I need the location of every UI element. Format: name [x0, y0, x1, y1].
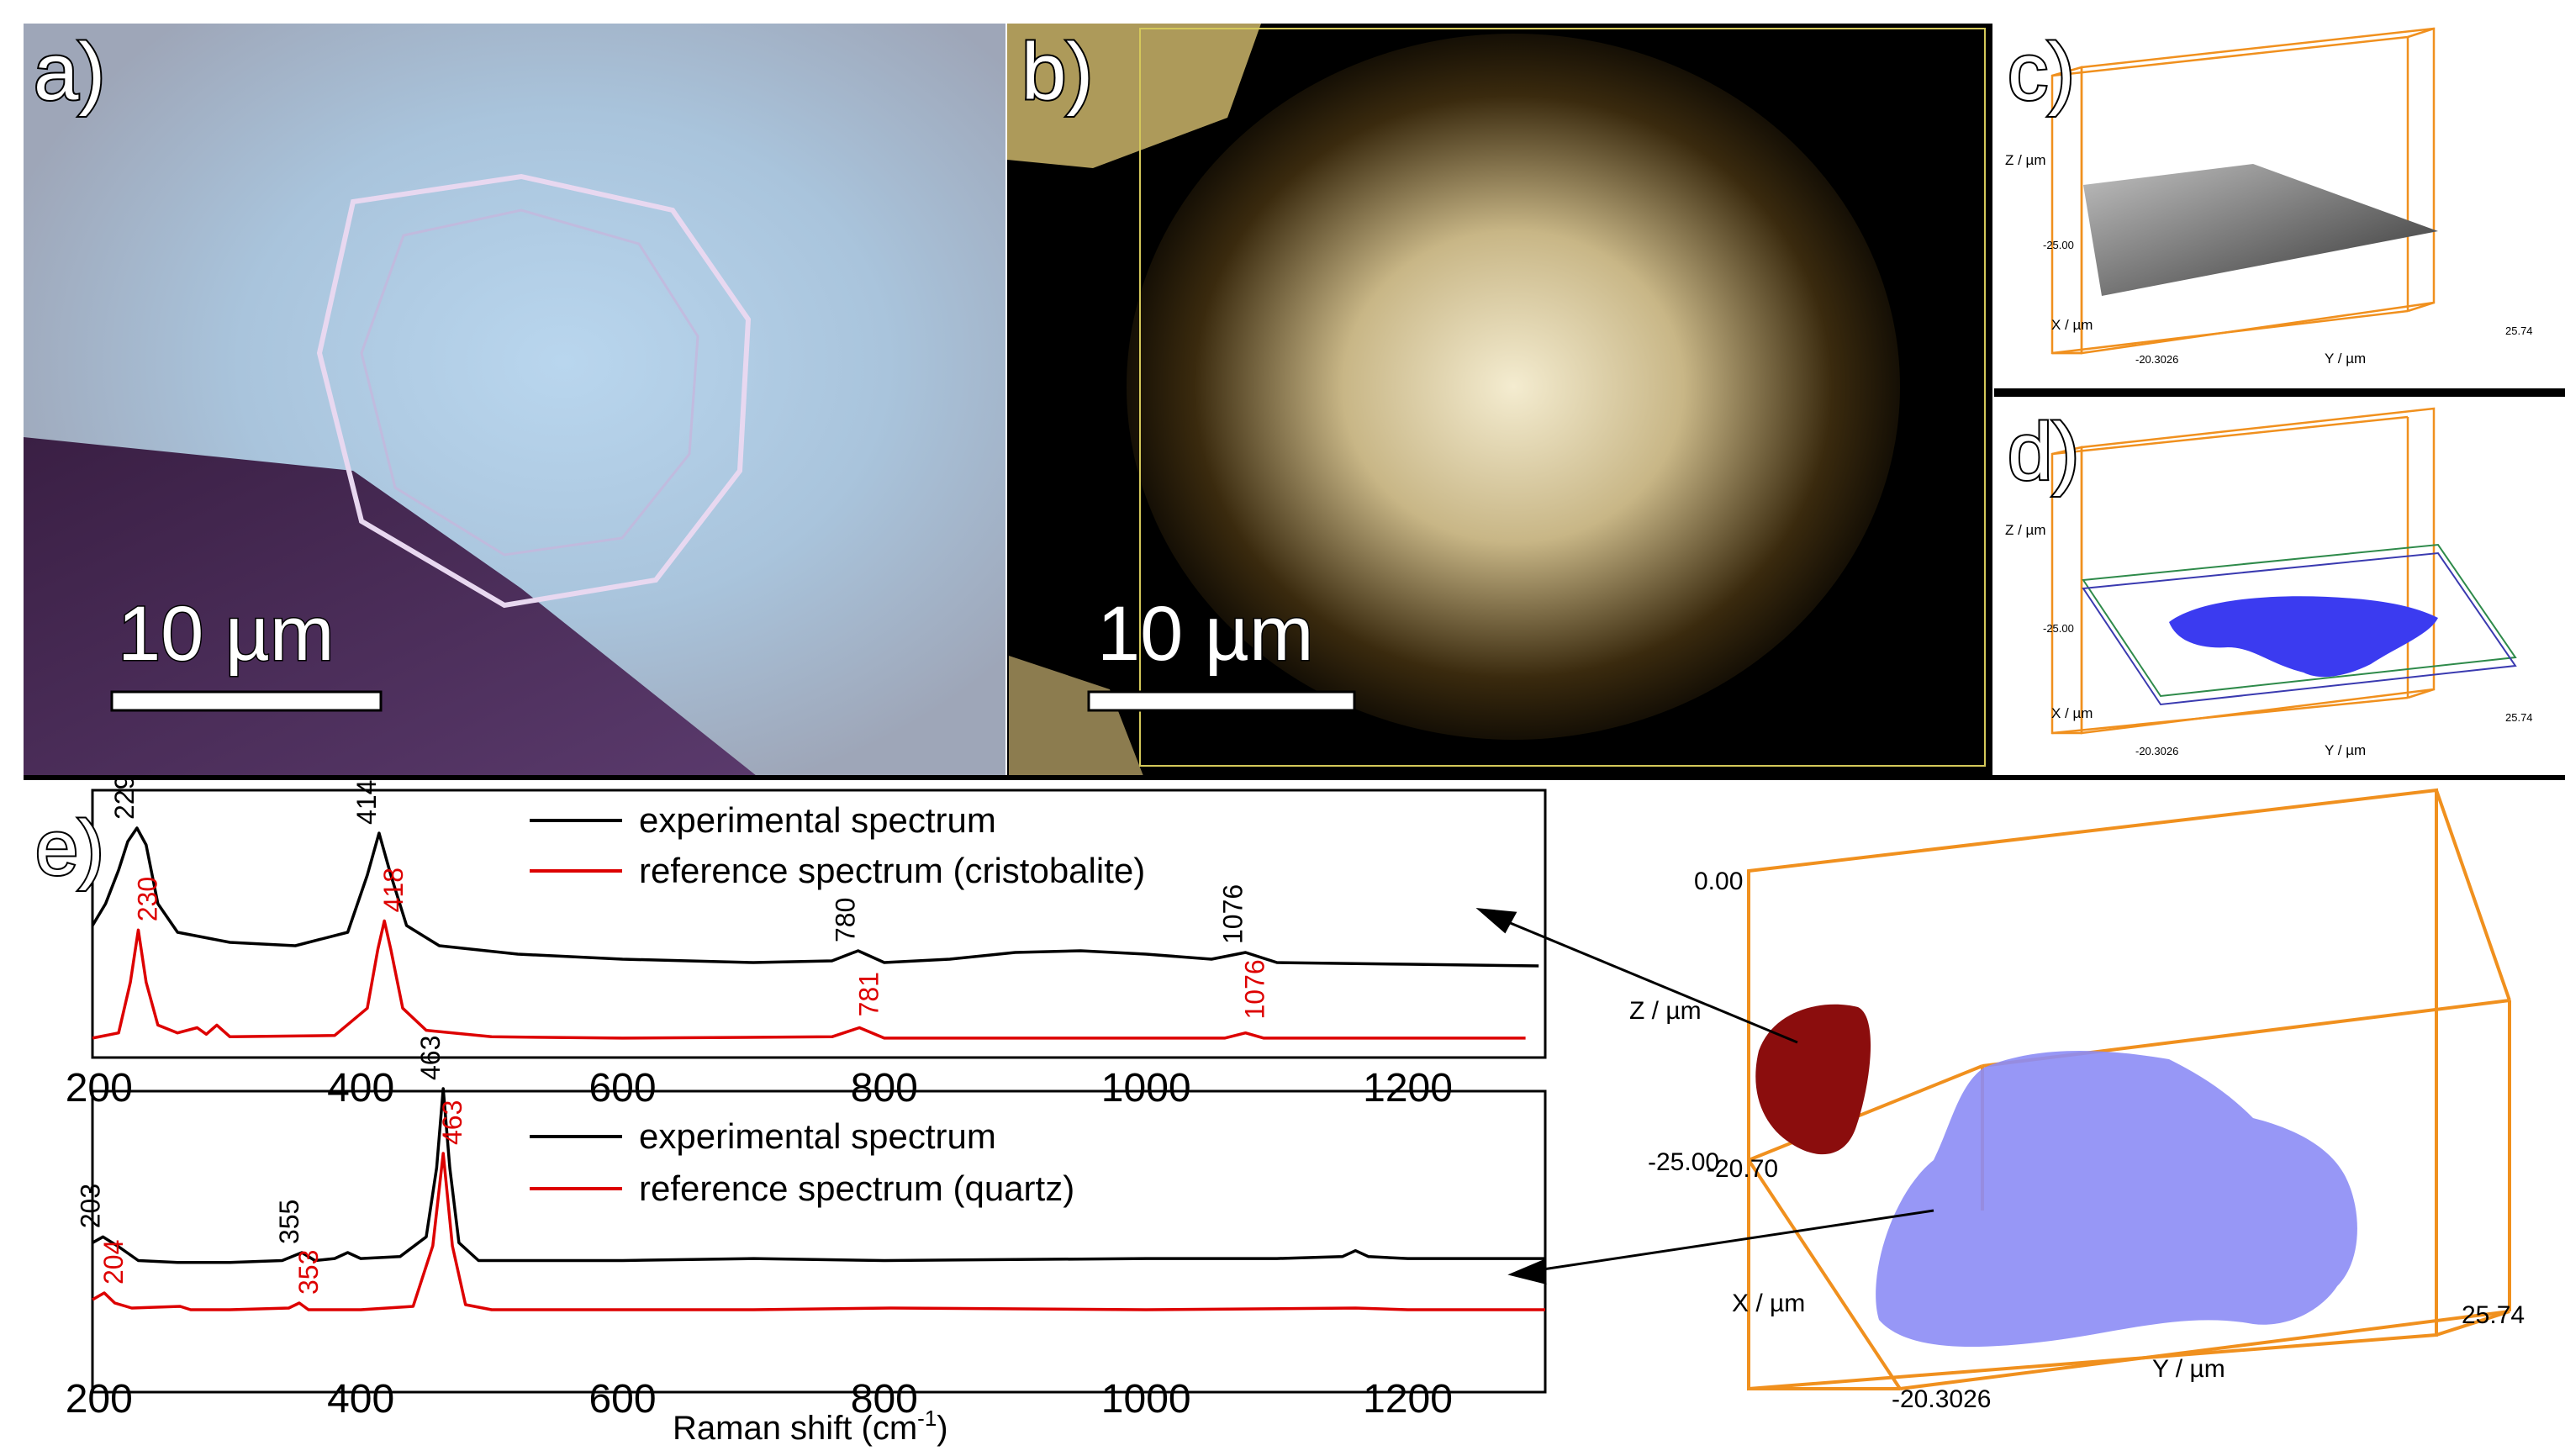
peak-label: 418 — [378, 868, 409, 912]
series-line-experimental — [91, 826, 1539, 968]
panel-b-bright-corner — [1009, 656, 1143, 776]
panel-a: a) 10 µm — [24, 24, 1005, 776]
panel-a-crystal-outline — [316, 173, 752, 609]
panel-3d-volume: 0.00 Z / µm -25.00 -20.70 X / µm Y / µm … — [1475, 788, 2525, 1413]
panel-c-y-tick: 25.74 — [2505, 324, 2533, 337]
x-tick-label: 1000 — [1101, 1377, 1191, 1422]
panel-d: d) Z / µm -25.00 X / µm Y / µm -20.3026 … — [1996, 398, 2565, 773]
panel-b: b) 10 µm — [1007, 24, 1992, 776]
box-x-top-tick: -20.70 — [1707, 1155, 1778, 1183]
x-tick-label: 1200 — [1363, 1377, 1453, 1422]
peak-label: 204 — [98, 1240, 129, 1285]
peak-label: 780 — [831, 898, 861, 942]
legend-label: experimental spectrum — [639, 1116, 996, 1156]
peak-label: 1076 — [1240, 959, 1270, 1019]
pointer-arrows — [1475, 908, 1934, 1285]
peak-label: 203 — [75, 1184, 105, 1228]
panel-a-scale-bar — [110, 690, 383, 712]
panel-d-plane-top — [2082, 543, 2517, 698]
panel-a-scale-text: 10 µm — [118, 591, 335, 677]
x-tick-label: 200 — [66, 1377, 133, 1422]
panel-b-scale-text: 10 µm — [1097, 591, 1314, 677]
x-tick-label: 800 — [851, 1066, 918, 1110]
arrow-to-quartz-head — [1507, 1258, 1547, 1285]
panel-b-frame — [1139, 28, 1986, 767]
peak-label: 781 — [853, 972, 884, 1016]
peak-label: 463 — [437, 1100, 467, 1145]
panel-c-surface — [2083, 164, 2438, 296]
panel-c-x-label: X / µm — [2051, 317, 2093, 333]
panel-c-z-tick: -25.00 — [2043, 239, 2074, 251]
panel-c-y-label: Y / µm — [2325, 351, 2366, 367]
box-z-label: Z / µm — [1629, 997, 1702, 1025]
arrow-to-cristobalite-head — [1475, 908, 1517, 934]
box-z-bottom-tick: -25.00 — [1648, 1148, 1719, 1176]
panel-b-crystal — [1127, 34, 1900, 740]
x-tick-label: 800 — [851, 1377, 918, 1422]
series-line-reference — [92, 1152, 1545, 1311]
legend-label: reference spectrum (cristobalite) — [639, 851, 1145, 890]
panel-c: c) Z / µm -25.00 X / µm Y / µm -20.3026 … — [1996, 24, 2565, 387]
panel-d-y-label: Y / µm — [2325, 742, 2366, 758]
arrow-to-cristobalite-line — [1497, 916, 1798, 1044]
panel-a-label: a) — [34, 27, 105, 117]
x-tick-label: 600 — [588, 1066, 656, 1110]
x-tick-label: 200 — [66, 1066, 133, 1110]
peak-label: 414 — [351, 780, 382, 825]
peak-label: 230 — [132, 877, 162, 921]
panel-d-label: d) — [2008, 407, 2079, 497]
x-tick-label: 600 — [588, 1377, 656, 1422]
panel-d-x-label: X / µm — [2051, 705, 2093, 721]
box-y-label: Y / µm — [2152, 1355, 2225, 1383]
peak-label: 463 — [415, 1036, 446, 1080]
series-line-reference — [92, 919, 1526, 1040]
box-y-end-tick: 25.74 — [2462, 1301, 2525, 1329]
panel-b-bright-region — [1007, 24, 1261, 168]
spectrum-cristobalite-chart: experimental spectrum reference spectrum … — [66, 775, 1539, 1110]
panel-d-z-label: Z / µm — [2005, 522, 2046, 538]
series-line-experimental — [92, 1087, 1545, 1264]
x-tick-label: 1000 — [1101, 1066, 1191, 1110]
panel-c-origin-tick: -20.3026 — [2135, 353, 2178, 366]
panel-d-z-tick: -25.00 — [2043, 622, 2074, 635]
peak-label: 1076 — [1218, 884, 1248, 944]
cristobalite-volume — [1755, 1004, 1871, 1155]
box-x-label: X / µm — [1732, 1290, 1805, 1317]
legend-label: reference spectrum (quartz) — [639, 1168, 1074, 1208]
box-z-top-tick: 0.00 — [1694, 868, 1743, 895]
panel-e-label: e) — [35, 805, 104, 891]
x-tick-label: 1200 — [1363, 1066, 1453, 1110]
spectrum-quartz-chart: experimental spectrum reference spectrum … — [66, 1036, 1545, 1422]
peak-label: 355 — [274, 1200, 304, 1244]
panel-d-box — [2050, 407, 2436, 735]
panel-b-scale-bar — [1087, 690, 1356, 712]
panel-d-origin-tick: -20.3026 — [2135, 745, 2178, 757]
separator-c-d — [1994, 388, 2565, 397]
quartz-volume — [1876, 1051, 2357, 1348]
panel-d-y-tick: 25.74 — [2505, 711, 2533, 724]
panel-b-label: b) — [1021, 27, 1093, 117]
box-origin-tick: -20.3026 — [1892, 1385, 1991, 1413]
panel-c-box — [2050, 27, 2436, 355]
panel-a-crystal-inner — [360, 208, 699, 557]
panel-e: experimental spectrum reference spectrum … — [34, 775, 1547, 1447]
arrow-to-quartz-line — [1531, 1209, 1934, 1273]
separator-top-bottom — [24, 775, 2565, 780]
panel-d-quartz-volume — [2169, 596, 2438, 678]
x-tick-label: 400 — [327, 1066, 394, 1110]
panel-c-label: c) — [2008, 27, 2075, 117]
legend-label: experimental spectrum — [639, 800, 996, 840]
peak-label: 353 — [293, 1250, 324, 1295]
x-tick-label: 400 — [327, 1377, 394, 1422]
panel-d-plane-bottom — [2082, 551, 2517, 706]
x-axis-label: Raman shift (cm-1) — [673, 1406, 948, 1447]
panel-c-z-label: Z / µm — [2005, 152, 2046, 168]
peak-label: 229 — [109, 775, 140, 820]
